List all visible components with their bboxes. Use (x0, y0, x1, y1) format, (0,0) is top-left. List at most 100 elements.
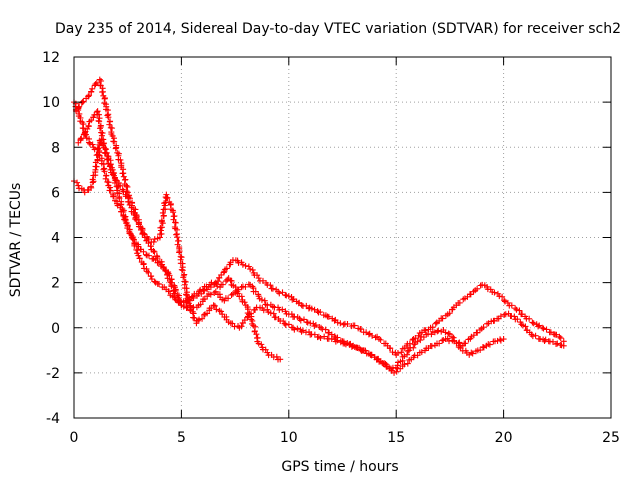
data-point (211, 280, 218, 287)
data-point (445, 330, 452, 337)
data-point (110, 170, 117, 177)
data-point (556, 333, 563, 340)
data-point (317, 309, 324, 316)
data-point (135, 252, 142, 259)
data-point (219, 281, 226, 288)
data-point (367, 351, 374, 358)
data-point (168, 283, 175, 290)
data-point (267, 282, 274, 289)
data-point (514, 316, 521, 323)
data-point (404, 348, 411, 355)
data-point (439, 315, 446, 322)
data-point (365, 331, 372, 338)
data-point (97, 123, 104, 130)
data-point (317, 335, 324, 342)
data-point (132, 216, 139, 223)
data-point (87, 183, 94, 190)
data-point (401, 353, 408, 360)
data-point (264, 349, 271, 356)
data-point (80, 125, 87, 132)
data-point (111, 138, 118, 145)
data-point (526, 315, 533, 322)
data-point (404, 360, 411, 367)
data-point (154, 255, 161, 262)
data-point (117, 201, 124, 208)
data-point (89, 85, 96, 92)
data-point (279, 306, 286, 313)
data-point (261, 297, 268, 304)
data-point (285, 321, 292, 328)
data-point (474, 329, 481, 336)
y-tick-label: 8 (51, 140, 60, 156)
data-point (435, 327, 442, 334)
data-point (414, 338, 421, 345)
data-point (557, 335, 564, 342)
data-point (501, 297, 508, 304)
data-point (136, 255, 143, 262)
data-point (467, 291, 474, 298)
data-point (101, 168, 108, 175)
data-point (547, 329, 554, 336)
data-point (199, 315, 206, 322)
data-point (519, 311, 526, 318)
series-2 (71, 137, 567, 358)
data-point (117, 156, 124, 163)
data-point (106, 163, 113, 170)
data-point (535, 323, 542, 330)
data-point (151, 248, 158, 255)
data-point (357, 346, 364, 353)
data-point (131, 211, 138, 218)
data-point (340, 321, 347, 328)
data-point (135, 223, 142, 230)
data-point (231, 323, 238, 330)
data-point (351, 322, 358, 329)
data-point (196, 316, 203, 323)
data-point (542, 336, 549, 343)
data-point (224, 276, 231, 283)
data-point (174, 234, 181, 241)
data-point (442, 329, 449, 336)
data-point (417, 337, 424, 344)
data-point (229, 320, 236, 327)
data-point (508, 302, 515, 309)
data-point (247, 266, 254, 273)
data-point (540, 325, 547, 332)
data-point (497, 313, 504, 320)
data-point (94, 156, 101, 163)
y-tick-label: -4 (46, 411, 60, 427)
data-point (358, 326, 365, 333)
data-point (158, 224, 165, 231)
data-point (81, 129, 88, 136)
data-point (289, 296, 296, 303)
data-point (218, 308, 225, 315)
data-point (539, 324, 546, 331)
data-point (291, 326, 298, 333)
data-point (94, 145, 101, 152)
data-point (389, 349, 396, 356)
data-point (377, 336, 384, 343)
data-point (93, 79, 100, 86)
data-point (161, 200, 168, 207)
data-point (101, 144, 108, 151)
data-point (128, 234, 135, 241)
data-point (158, 230, 165, 237)
data-point (165, 288, 172, 295)
data-point (207, 284, 214, 291)
data-point (145, 252, 152, 259)
data-point (175, 295, 182, 302)
data-point (75, 182, 82, 189)
data-point (504, 299, 511, 306)
data-point (290, 296, 297, 303)
data-point (105, 114, 112, 121)
series-4 (75, 108, 507, 374)
data-point (549, 338, 556, 345)
data-point (456, 299, 463, 306)
data-point (554, 340, 561, 347)
data-point (418, 349, 425, 356)
data-point (99, 130, 106, 137)
data-point (368, 352, 375, 359)
data-point (308, 305, 315, 312)
x-tick-label: 5 (177, 430, 186, 446)
data-point (207, 291, 214, 298)
data-point (321, 333, 328, 340)
